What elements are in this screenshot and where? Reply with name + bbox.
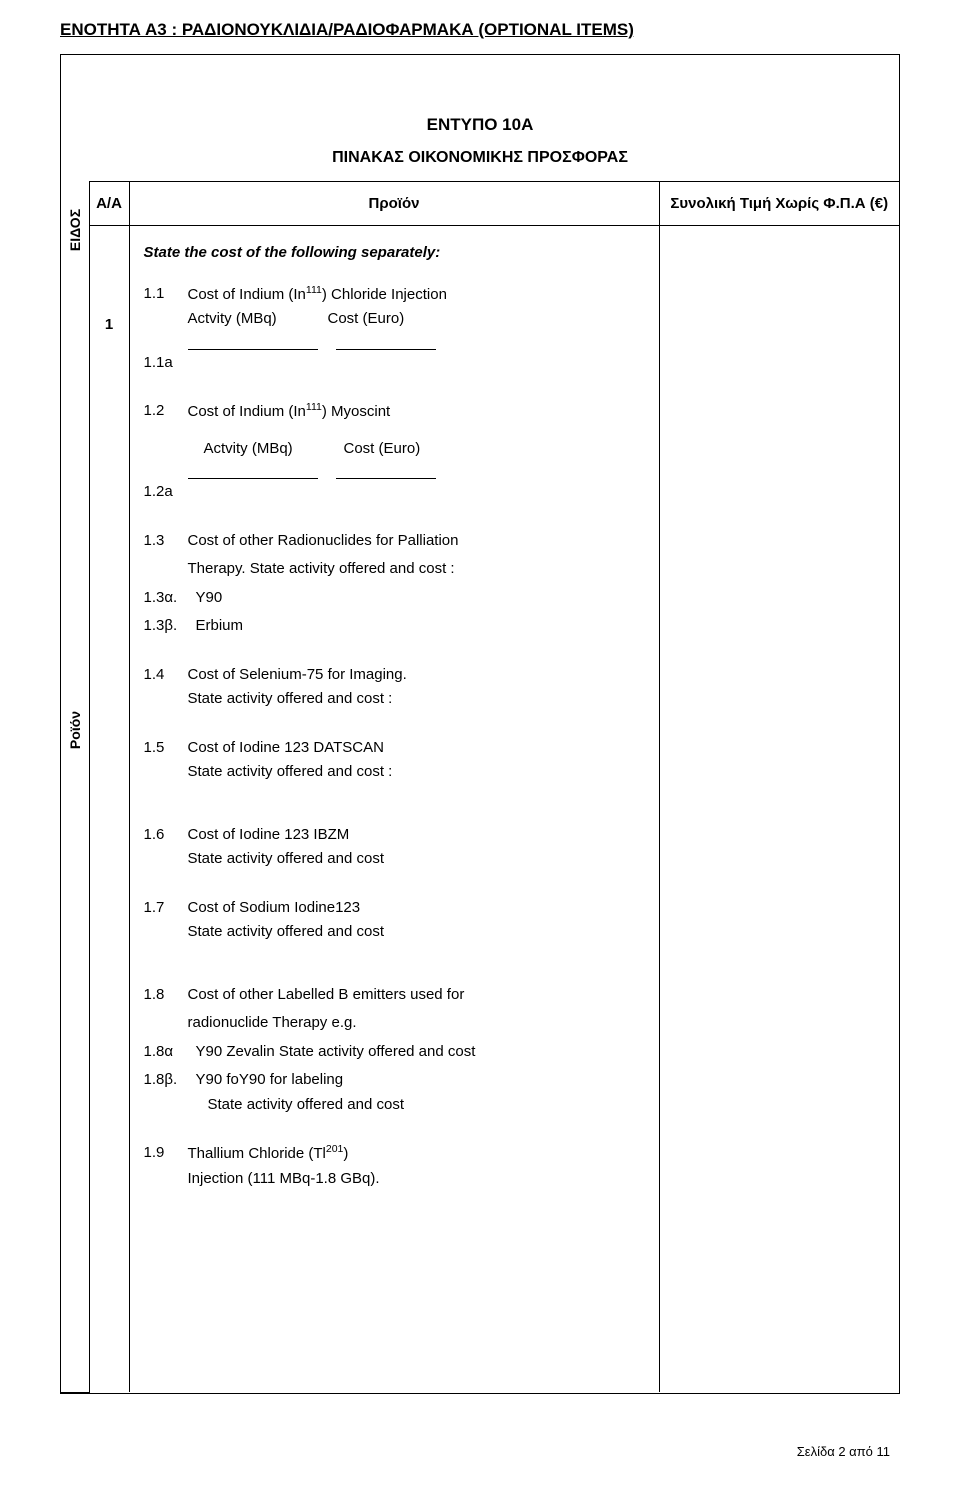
text-part: Cost of Indium (In: [188, 286, 306, 303]
roion-label: Ροϊόν: [67, 710, 83, 748]
sub-text: State activity offered and cost: [188, 848, 645, 871]
text-part: ): [343, 1145, 348, 1162]
item-num: 1.1a: [144, 352, 188, 375]
item-num: 1.8β.: [144, 1069, 196, 1092]
sub-text: State activity offered and cost :: [188, 761, 645, 784]
superscript: 111: [306, 401, 322, 413]
cost-label: Cost (Euro): [344, 438, 464, 461]
product-header: Προϊόν: [129, 182, 659, 226]
item-text: Cost of Iodine 123 DATSCAN: [188, 737, 645, 760]
form-container: ΕΝΤΥΠΟ 10Α ΠΙΝΑΚΑΣ ΟΙΚΟΝΟΜΙΚΗΣ ΠΡΟΣΦΟΡΑΣ…: [60, 54, 900, 1394]
item-1-1: 1.1 Cost of Indium (In111) Chloride Inje…: [144, 283, 645, 375]
input-underline[interactable]: [336, 332, 436, 350]
item-text: Y90 Zevalin State activity offered and c…: [196, 1041, 476, 1064]
input-underline[interactable]: [188, 332, 318, 350]
form-subtitle: ΠΙΝΑΚΑΣ ΟΙΚΟΝΟΜΙΚΗΣ ΠΡΟΣΦΟΡΑΣ: [61, 149, 899, 167]
table-row: 1 State the cost of the following separa…: [61, 226, 899, 1393]
input-underline[interactable]: [188, 461, 318, 479]
eidos-column: ΕΙΔΟΣ Ροϊόν: [61, 182, 89, 1393]
text-part: Thallium Chloride (Tl: [188, 1145, 326, 1162]
item-1-3: 1.3 Cost of other Radionuclides for Pall…: [144, 530, 645, 638]
item-num: 1.9: [144, 1142, 188, 1165]
item-num: 1.2: [144, 400, 188, 423]
item-text: Cost of Selenium-75 for Imaging.: [188, 664, 645, 687]
item-num: 1.5: [144, 737, 188, 760]
item-num: 1.7: [144, 897, 188, 920]
product-cell: State the cost of the following separate…: [129, 226, 659, 1393]
item-text: Thallium Chloride (Tl201): [188, 1142, 645, 1166]
intro-text: State the cost of the following separate…: [144, 242, 645, 265]
item-text: Cost of other Labelled B emitters used f…: [188, 984, 645, 1007]
therapy-text: Therapy. State activity offered and cost…: [188, 558, 455, 581]
item-text: Cost of Indium (In111) Myoscint: [188, 400, 645, 424]
item-num: 1.8: [144, 984, 188, 1007]
item-text: Erbium: [196, 615, 244, 638]
aa-cell: 1: [89, 226, 129, 1393]
text-part: ) Chloride Injection: [322, 286, 447, 303]
item-num: 1.2a: [144, 481, 188, 504]
item-1-7: 1.7 Cost of Sodium Iodine123 State activ…: [144, 897, 645, 944]
actvity-label: Actvity (MBq): [188, 308, 328, 331]
sub-text: State activity offered and cost: [188, 921, 645, 944]
aa-header: Α/Α: [89, 182, 129, 226]
item-1-5: 1.5 Cost of Iodine 123 DATSCAN State act…: [144, 737, 645, 784]
superscript: 111: [306, 284, 322, 296]
offer-table: ΕΙΔΟΣ Ροϊόν Α/Α Προϊόν Συνολική Τιμή Χωρ…: [61, 181, 899, 1393]
eidos-header-label: ΕΙΔΟΣ: [67, 208, 83, 250]
item-1-6: 1.6 Cost of Iodine 123 IBZM State activi…: [144, 824, 645, 871]
section-title: ΕΝΟΤΗΤΑ Α3 : ΡΑΔΙΟΝΟΥΚΛΙΔΙΑ/ΡΑΔΙΟΦΑΡΜΑΚΑ…: [60, 20, 900, 40]
item-num: 1.6: [144, 824, 188, 847]
item-1-2: 1.2 Cost of Indium (In111) Myoscint Actv…: [144, 400, 645, 504]
input-underline[interactable]: [336, 461, 436, 479]
item-text: Cost of Iodine 123 IBZM: [188, 824, 645, 847]
form-title: ΕΝΤΥΠΟ 10Α: [61, 115, 899, 135]
price-cell: [659, 226, 899, 1393]
text-part: Cost of Indium (In: [188, 403, 306, 420]
superscript: 201: [326, 1143, 344, 1155]
sub-text: State activity offered and cost :: [188, 688, 645, 711]
sub-text: Injection (111 MBq-1.8 GBq).: [188, 1168, 645, 1191]
item-1-9: 1.9 Thallium Chloride (Tl201) Injection …: [144, 1142, 645, 1190]
page-footer: Σελίδα 2 από 11: [60, 1444, 900, 1459]
item-1-4: 1.4 Cost of Selenium-75 for Imaging. Sta…: [144, 664, 645, 711]
cost-label: Cost (Euro): [328, 308, 448, 331]
sub-text: State activity offered and cost: [208, 1094, 645, 1117]
item-text: Cost of Indium (In111) Chloride Injectio…: [188, 283, 645, 307]
table-header-row: ΕΙΔΟΣ Ροϊόν Α/Α Προϊόν Συνολική Τιμή Χωρ…: [61, 182, 899, 226]
actvity-label: Actvity (MBq): [204, 438, 344, 461]
price-header: Συνολική Τιμή Χωρίς Φ.Π.Α (€): [659, 182, 899, 226]
item-1-8: 1.8 Cost of other Labelled B emitters us…: [144, 984, 645, 1117]
item-num: 1.3α.: [144, 587, 196, 610]
item-text: Y90 foY90 for labeling: [196, 1069, 344, 1092]
item-num: 1.4: [144, 664, 188, 687]
item-text: Cost of Sodium Iodine123: [188, 897, 645, 920]
sub-text: radionuclide Therapy e.g.: [188, 1012, 645, 1035]
item-num: 1.3β.: [144, 615, 196, 638]
item-num: 1.8α: [144, 1041, 196, 1064]
item-text: Y90: [196, 587, 223, 610]
text-part: ) Myoscint: [322, 403, 390, 420]
item-num: 1.1: [144, 283, 188, 306]
item-text: Cost of other Radionuclides for Palliati…: [188, 530, 645, 553]
item-num: 1.3: [144, 530, 188, 553]
